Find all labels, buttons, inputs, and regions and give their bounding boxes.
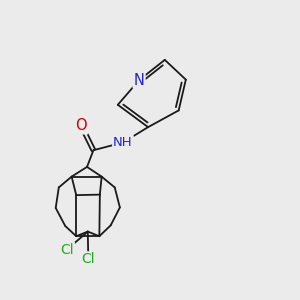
Text: Cl: Cl bbox=[82, 252, 95, 266]
Text: O: O bbox=[76, 118, 87, 133]
Text: N: N bbox=[134, 73, 145, 88]
Text: Cl: Cl bbox=[60, 242, 74, 256]
Text: NH: NH bbox=[113, 136, 133, 149]
